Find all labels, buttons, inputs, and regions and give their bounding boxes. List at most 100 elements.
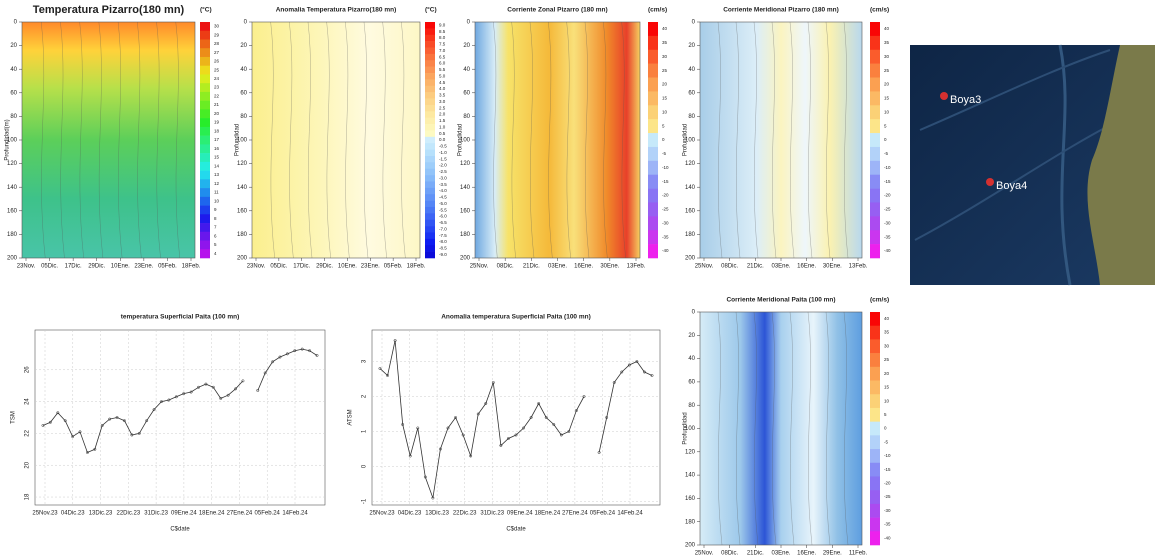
contour-line [771,21,777,259]
contour-line [137,21,142,259]
x-tick-label: 05Dic. [41,264,58,270]
colorbar-swatch [425,22,435,29]
colorbar-label: -9.0 [439,252,447,257]
colorbar-swatch [870,394,880,409]
y-tick-label: 200 [7,256,18,262]
colorbar-label: 0 [884,426,887,431]
colorbar-label: 30 [214,24,220,29]
colorbar-label: -10 [884,453,891,458]
x-tick-label: 25Nov. [695,551,714,555]
colorbar-swatch [870,230,880,245]
contour-field [251,21,421,259]
y-tick-label: 0 [362,464,368,468]
colorbar-label: 9.0 [439,22,446,27]
colorbar-swatch [648,230,658,245]
chart-title: Temperatura Pizarro(180 mn) [33,4,185,16]
data-point [559,433,563,437]
y-tick-label: 180 [460,232,471,238]
colorbar-swatch [425,53,435,61]
colorbar-label: 15 [214,155,220,160]
y-tick-label: 160 [460,208,471,214]
data-point [182,392,186,396]
colorbar-label: 40 [884,316,890,321]
contour-line [175,21,180,259]
y-axis-label: Profundidad [235,124,241,156]
colorbar-label: 15 [884,96,890,101]
y-tick-label: 18 [25,493,31,500]
data-point [642,370,646,374]
x-tick-label: 18Feb. [407,264,426,270]
data-line [42,348,318,454]
x-tick-label: 08Dic. [721,551,738,555]
y-tick-label: 40 [240,67,247,73]
contour-line [789,311,795,546]
contour-line [326,21,331,259]
colorbar-label: -25 [884,207,891,212]
colorbar-label: 10 [884,398,890,403]
colorbar-label: 6 [214,233,217,238]
colorbar-swatch [870,531,880,546]
y-axis-label: ATSM [348,409,354,425]
colorbar-label: 29 [214,32,220,37]
colorbar-label: -2.5 [439,169,447,174]
colorbar-label: 7 [214,225,217,230]
y-tick-label: 40 [688,67,695,73]
y-tick-label: 120 [685,449,696,455]
colorbar-swatch [648,160,658,176]
colorbar-swatch [870,119,880,134]
colorbar-swatch [870,490,880,505]
contour-panel: Corriente Zonal Pizarro (180 mn) (cm/s) Pr… [458,7,669,270]
colorbar-label: -35 [884,522,891,527]
colorbar-label: -30 [662,220,669,225]
colorbar-label: 0.0 [439,137,446,142]
x-tick-label: 25Nov.23 [369,511,395,517]
contour-panel: Corriente Meridional Pizarro (180 mn) (cm… [683,7,891,270]
contour-line [584,21,590,259]
data-point [522,426,526,430]
colorbar-swatch [870,325,880,340]
data-point [71,435,75,439]
data-point [582,395,586,398]
colorbar-label: 5.5 [439,67,446,72]
colorbar-swatch [870,517,880,532]
contour-line [79,21,84,259]
data-point [241,379,245,383]
colorbar-label: 20 [884,82,890,87]
colorbar-swatch [870,63,880,78]
x-tick-label: 09Ene.24 [507,511,533,517]
colorbar-label: 4 [214,251,217,256]
y-tick-label: 80 [688,114,695,120]
colorbar-swatch [425,232,435,240]
y-tick-label: 26 [25,366,31,373]
contour-line [41,21,46,259]
colorbar-swatch [425,238,435,246]
colorbar-label: 40 [662,26,668,31]
y-tick-label: 120 [7,161,18,167]
contour-line [401,21,406,259]
data-point [423,475,427,479]
y-tick-label: 200 [685,256,696,262]
colorbar-label: 35 [884,40,890,45]
data-point [529,416,533,419]
colorbar-swatch [425,200,435,208]
contour-line [156,21,161,259]
colorbar-swatch [648,91,658,106]
colorbar-swatch [648,188,658,203]
unit-label: (cm/s) [648,7,667,14]
y-tick-label: 60 [688,90,695,96]
colorbar-swatch [870,105,880,120]
contour-line [566,21,571,259]
x-tick-label: 05Dic. [270,264,287,270]
x-tick-label: 13Dic.23 [89,511,113,517]
colorbar-swatch [870,421,880,436]
y-tick-label: 0 [14,20,18,26]
colorbar-label: -7.0 [439,226,447,231]
contour-line [529,21,535,259]
colorbar-label: -35 [662,234,669,239]
y-tick-label: 0 [692,310,696,316]
contour-panel: Anomalia Temperatura Pizarro(180 mn) (°C)… [235,6,448,270]
colorbar-label: 15 [662,96,668,101]
colorbar-swatch [870,353,880,368]
colorbar-swatch [200,223,210,233]
contour-field [21,21,196,259]
